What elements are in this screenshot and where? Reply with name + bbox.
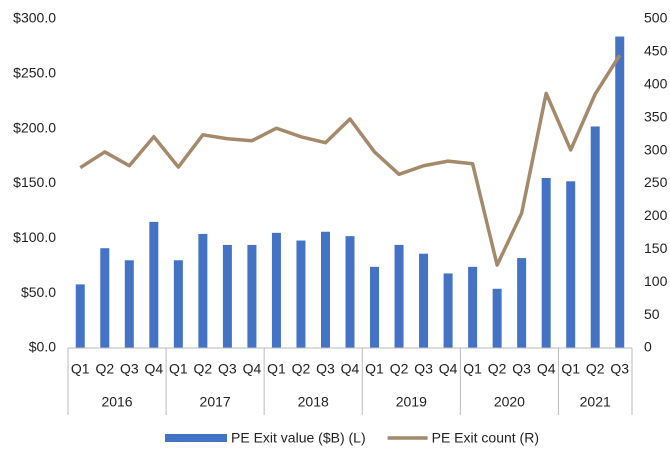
x-tick-label: Q1 (561, 361, 580, 377)
y2-tick-label: 350 (644, 108, 668, 124)
bar (75, 284, 85, 348)
y2-tick-label: 100 (644, 273, 668, 289)
y2-tick-label: 450 (644, 43, 668, 59)
y2-tick-label: 200 (644, 207, 668, 223)
legend-swatch (165, 434, 227, 442)
bar (419, 253, 429, 348)
bar (198, 233, 208, 348)
bar (370, 266, 380, 348)
y2-tick-label: 400 (644, 76, 668, 92)
y2-tick-label: 0 (644, 339, 652, 355)
x-tick-label: Q1 (71, 361, 90, 377)
x-tick-label: Q3 (512, 361, 531, 377)
x-tick-label: Q2 (586, 361, 605, 377)
x-tick-label: Q1 (463, 361, 482, 377)
y2-tick-label: 250 (644, 174, 668, 190)
x-tick-label: Q2 (194, 361, 213, 377)
x-tick-label: Q1 (169, 361, 188, 377)
x-tick-label: Q4 (144, 361, 163, 377)
x-tick-label: Q4 (537, 361, 556, 377)
y-tick-label: $0.0 (29, 339, 56, 355)
bar (173, 260, 183, 348)
y-tick-label: $200.0 (13, 119, 56, 135)
bar (394, 244, 404, 348)
y2-tick-label: 500 (644, 10, 668, 26)
y2-tick-label: 150 (644, 240, 668, 256)
y-tick-label: $150.0 (13, 174, 56, 190)
bar (320, 231, 330, 348)
group-label: 2017 (200, 394, 231, 410)
x-tick-label: Q3 (414, 361, 433, 377)
bar (541, 178, 551, 348)
bar (517, 258, 527, 348)
bar (124, 260, 134, 348)
y2-tick-label: 50 (644, 306, 660, 322)
bar (443, 273, 453, 348)
group-label: 2020 (494, 394, 525, 410)
y-tick-label: $300.0 (13, 10, 56, 26)
x-tick-label: Q2 (292, 361, 311, 377)
legend-label: PE Exit value ($B) (L) (231, 430, 366, 446)
x-tick-label: Q4 (243, 361, 262, 377)
group-label: 2021 (580, 394, 611, 410)
bar (590, 126, 600, 349)
group-label: 2016 (101, 394, 132, 410)
y-tick-label: $250.0 (13, 65, 56, 81)
x-tick-label: Q4 (439, 361, 458, 377)
x-tick-label: Q2 (488, 361, 507, 377)
x-tick-label: Q3 (610, 361, 629, 377)
bar (566, 181, 576, 348)
x-tick-label: Q1 (365, 361, 384, 377)
x-tick-label: Q3 (120, 361, 139, 377)
bar (468, 266, 478, 348)
bar (222, 244, 232, 348)
bar (615, 36, 625, 349)
x-tick-label: Q4 (341, 361, 360, 377)
y-tick-label: $100.0 (13, 229, 56, 245)
bar (247, 244, 257, 348)
y2-tick-label: 300 (644, 141, 668, 157)
x-tick-label: Q2 (390, 361, 409, 377)
bar (296, 240, 306, 348)
group-label: 2018 (298, 394, 329, 410)
group-label: 2019 (396, 394, 427, 410)
x-tick-label: Q3 (316, 361, 335, 377)
x-tick-label: Q1 (267, 361, 286, 377)
y-tick-label: $50.0 (21, 284, 56, 300)
bar (345, 236, 355, 348)
bar (492, 288, 502, 348)
bar (271, 232, 281, 348)
x-tick-label: Q2 (95, 361, 114, 377)
line (79, 54, 622, 267)
legend-label: PE Exit count (R) (432, 430, 539, 446)
x-tick-label: Q3 (218, 361, 237, 377)
bar (149, 221, 159, 348)
bar (100, 248, 110, 348)
